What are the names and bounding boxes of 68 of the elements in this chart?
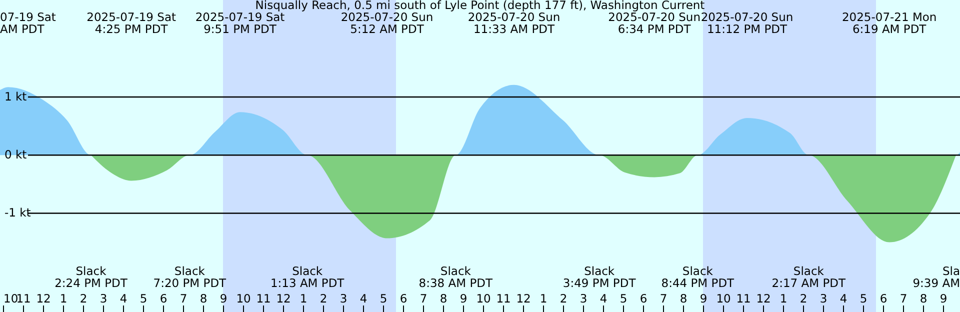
x-tick-label: 3 <box>100 292 108 306</box>
x-tick-label: 11 <box>496 292 511 306</box>
annotation: 2025-07-20 Sun 11:33 AM PDT <box>468 10 560 36</box>
annotation: Slack 7:20 PM PDT <box>153 264 228 290</box>
x-tick-label: 2 <box>320 292 328 306</box>
annotation: 2025-07-19 Sat 4:25 PM PDT <box>86 10 176 36</box>
annotation: 2025-07-20 Sun 6:34 PM PDT <box>608 10 701 36</box>
y-tick-label: 0 kt <box>4 148 28 162</box>
annotation: Slack 3:49 PM PDT <box>562 264 637 290</box>
x-tick-label: 7 <box>420 292 428 306</box>
x-tick-label: 8 <box>200 292 208 306</box>
annotation: 2025-07-20 Sun 11:12 PM PDT <box>700 10 794 36</box>
x-tick-label: 3 <box>820 292 828 306</box>
x-tick-label: 2 <box>800 292 808 306</box>
x-tick-label: 6 <box>640 292 648 306</box>
x-tick-label: 5 <box>140 292 148 306</box>
x-tick-label: 10 <box>476 292 491 306</box>
x-tick-label: 4 <box>840 292 848 306</box>
annotation: Slack 2:24 PM PDT <box>54 264 128 290</box>
x-tick-label: 10 <box>4 292 18 306</box>
annotation: Slack 8:44 PM PDT <box>661 264 736 290</box>
x-tick-label: 9 <box>700 292 708 306</box>
x-tick-label: 7 <box>660 292 668 306</box>
x-tick-label: 12 <box>516 292 531 306</box>
x-tick-label: 5 <box>860 292 868 306</box>
y-tick-label: -1 kt <box>4 206 32 220</box>
x-tick-label: 5 <box>620 292 628 306</box>
x-tick-label: 8 <box>920 292 928 306</box>
annotation: Slack 1:13 AM PDT <box>270 264 346 290</box>
x-tick-label: 4 <box>360 292 368 306</box>
x-tick-label: 1 <box>780 292 788 306</box>
chart-title: Nisqually Reach, 0.5 mi south of Lyle Point (depth 177 ft), Washington Current <box>255 0 706 12</box>
annotation: Sla 9:39 AM <box>912 264 960 290</box>
x-tick-label: 12 <box>756 292 771 306</box>
x-tick-label: 8 <box>680 292 688 306</box>
x-tick-label: 6 <box>880 292 888 306</box>
annotation: 2025-07-19 Sat 9:51 PM PDT <box>195 10 286 36</box>
x-tick-label: 11 <box>16 292 31 306</box>
x-tick-label: 7 <box>180 292 188 306</box>
x-tick-label: 10 <box>236 292 251 306</box>
annotation: Slack 2:17 AM PDT <box>772 264 847 290</box>
x-tick-label: 7 <box>900 292 908 306</box>
x-tick-label: 9 <box>220 292 228 306</box>
x-tick-label: 11 <box>256 292 271 306</box>
x-tick-label: 5 <box>380 292 388 306</box>
x-tick-label: 2 <box>80 292 88 306</box>
x-tick-label: 9 <box>460 292 468 306</box>
x-tick-label: 1 <box>540 292 548 306</box>
x-tick-label: 2 <box>560 292 568 306</box>
x-tick-label: 4 <box>120 292 128 306</box>
x-tick-label: 12 <box>36 292 51 306</box>
annotation: 2025-07-21 Mon 6:19 AM PDT <box>842 10 937 36</box>
annotation: 07-19 Sat AM PDT <box>0 10 56 36</box>
x-tick-label: 9 <box>940 292 948 306</box>
x-tick-label: 10 <box>716 292 731 306</box>
x-tick-label: 3 <box>580 292 588 306</box>
x-tick-label: 6 <box>400 292 408 306</box>
x-tick-label: 8 <box>440 292 448 306</box>
annotation: 2025-07-20 Sun 5:12 AM PDT <box>340 10 434 36</box>
x-tick-label: 1 <box>60 292 68 306</box>
x-tick-label: 1 <box>300 292 308 306</box>
x-tick-label: 4 <box>600 292 608 306</box>
x-tick-label: 12 <box>276 292 291 306</box>
y-tick-label: 1 kt <box>4 90 28 104</box>
annotation: Slack 8:38 AM PDT <box>418 264 494 290</box>
x-tick-label: 6 <box>160 292 168 306</box>
x-tick-label: 11 <box>736 292 751 306</box>
x-tick-label: 3 <box>340 292 348 306</box>
